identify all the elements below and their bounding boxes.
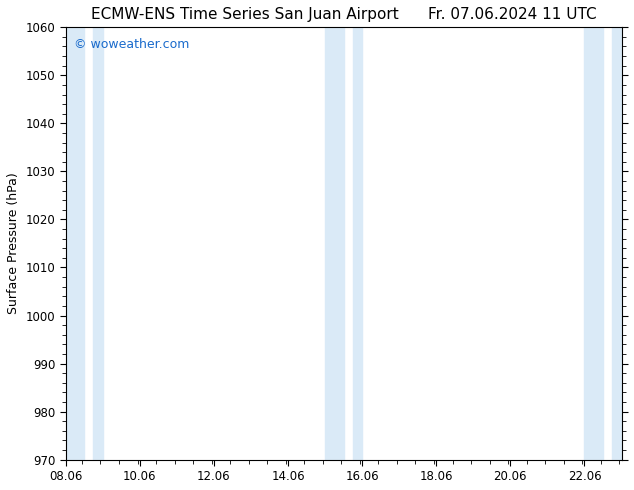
Title: ECMW-ENS Time Series San Juan Airport      Fr. 07.06.2024 11 UTC: ECMW-ENS Time Series San Juan Airport Fr… xyxy=(91,7,597,22)
Bar xyxy=(325,27,344,460)
Bar xyxy=(585,27,603,460)
Bar xyxy=(66,27,84,460)
Bar xyxy=(612,27,621,460)
Text: © woweather.com: © woweather.com xyxy=(74,38,190,51)
Y-axis label: Surface Pressure (hPa): Surface Pressure (hPa) xyxy=(7,172,20,314)
Bar xyxy=(93,27,103,460)
Bar xyxy=(353,27,362,460)
